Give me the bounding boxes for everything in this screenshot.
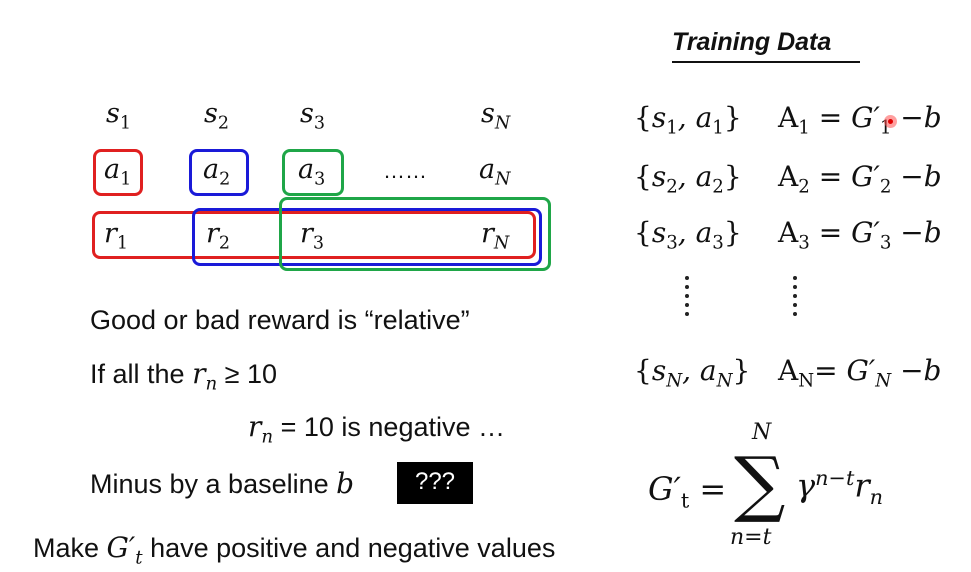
text-relative: Good or bad reward is “relative” — [90, 305, 470, 335]
title-underline — [672, 61, 860, 63]
vertical-dots-left — [685, 276, 689, 321]
state-sN: sN — [481, 98, 511, 134]
advantage-3: A3 = G′3 −b — [778, 216, 942, 254]
training-data-title: Training Data — [672, 28, 832, 56]
reward-box-green — [279, 197, 551, 271]
action-box-red — [93, 149, 143, 196]
state-s2: s2 — [204, 98, 230, 134]
formula-lhs: G′t = — [648, 470, 727, 513]
reward-r2: r2 — [206, 218, 231, 254]
reward-rN: rN — [481, 218, 510, 254]
action-a3: a3 — [298, 154, 326, 190]
action-ellipsis: …… — [383, 158, 427, 183]
advantage-N: AN= G′N −b — [778, 354, 942, 392]
pair-set-2: {s2, a2} — [634, 160, 742, 198]
reward-r3: r3 — [300, 218, 325, 254]
action-aN: aN — [479, 154, 511, 190]
reward-r1: r1 — [104, 218, 129, 254]
pair-set-N: {sN, aN} — [634, 354, 751, 392]
action-a2: a2 — [203, 154, 231, 190]
text-baseline: Minus by a baseline b — [90, 467, 355, 500]
pair-set-1: {s1, a1} — [634, 101, 742, 139]
text-if-all: If all the rn ≥ 10 — [90, 357, 278, 395]
question-badge: ??? — [397, 462, 473, 504]
sum-lower: n=t — [730, 525, 772, 550]
action-a1: a1 — [104, 154, 132, 190]
advantage-2: A2 = G′2 −b — [778, 160, 942, 198]
vertical-dots-right — [793, 276, 797, 321]
pair-set-3: {s3, a3} — [634, 216, 742, 254]
action-box-blue — [189, 149, 249, 196]
sum-sigma: ∑ — [734, 441, 786, 525]
reward-box-red — [92, 211, 536, 259]
sum-upper: N — [752, 420, 772, 445]
reward-box-blue — [192, 208, 542, 266]
pointer-cursor-icon — [884, 115, 897, 128]
text-negative: rn = 10 is negative … — [248, 410, 505, 448]
sum-term: γn−trn — [796, 466, 884, 510]
advantage-1: A1 = G′1 −b — [778, 101, 942, 139]
state-s1: s1 — [106, 98, 132, 134]
state-s3: s3 — [300, 98, 326, 134]
action-box-green — [282, 149, 344, 196]
text-make-positive: Make G′t have positive and negative valu… — [33, 531, 556, 569]
